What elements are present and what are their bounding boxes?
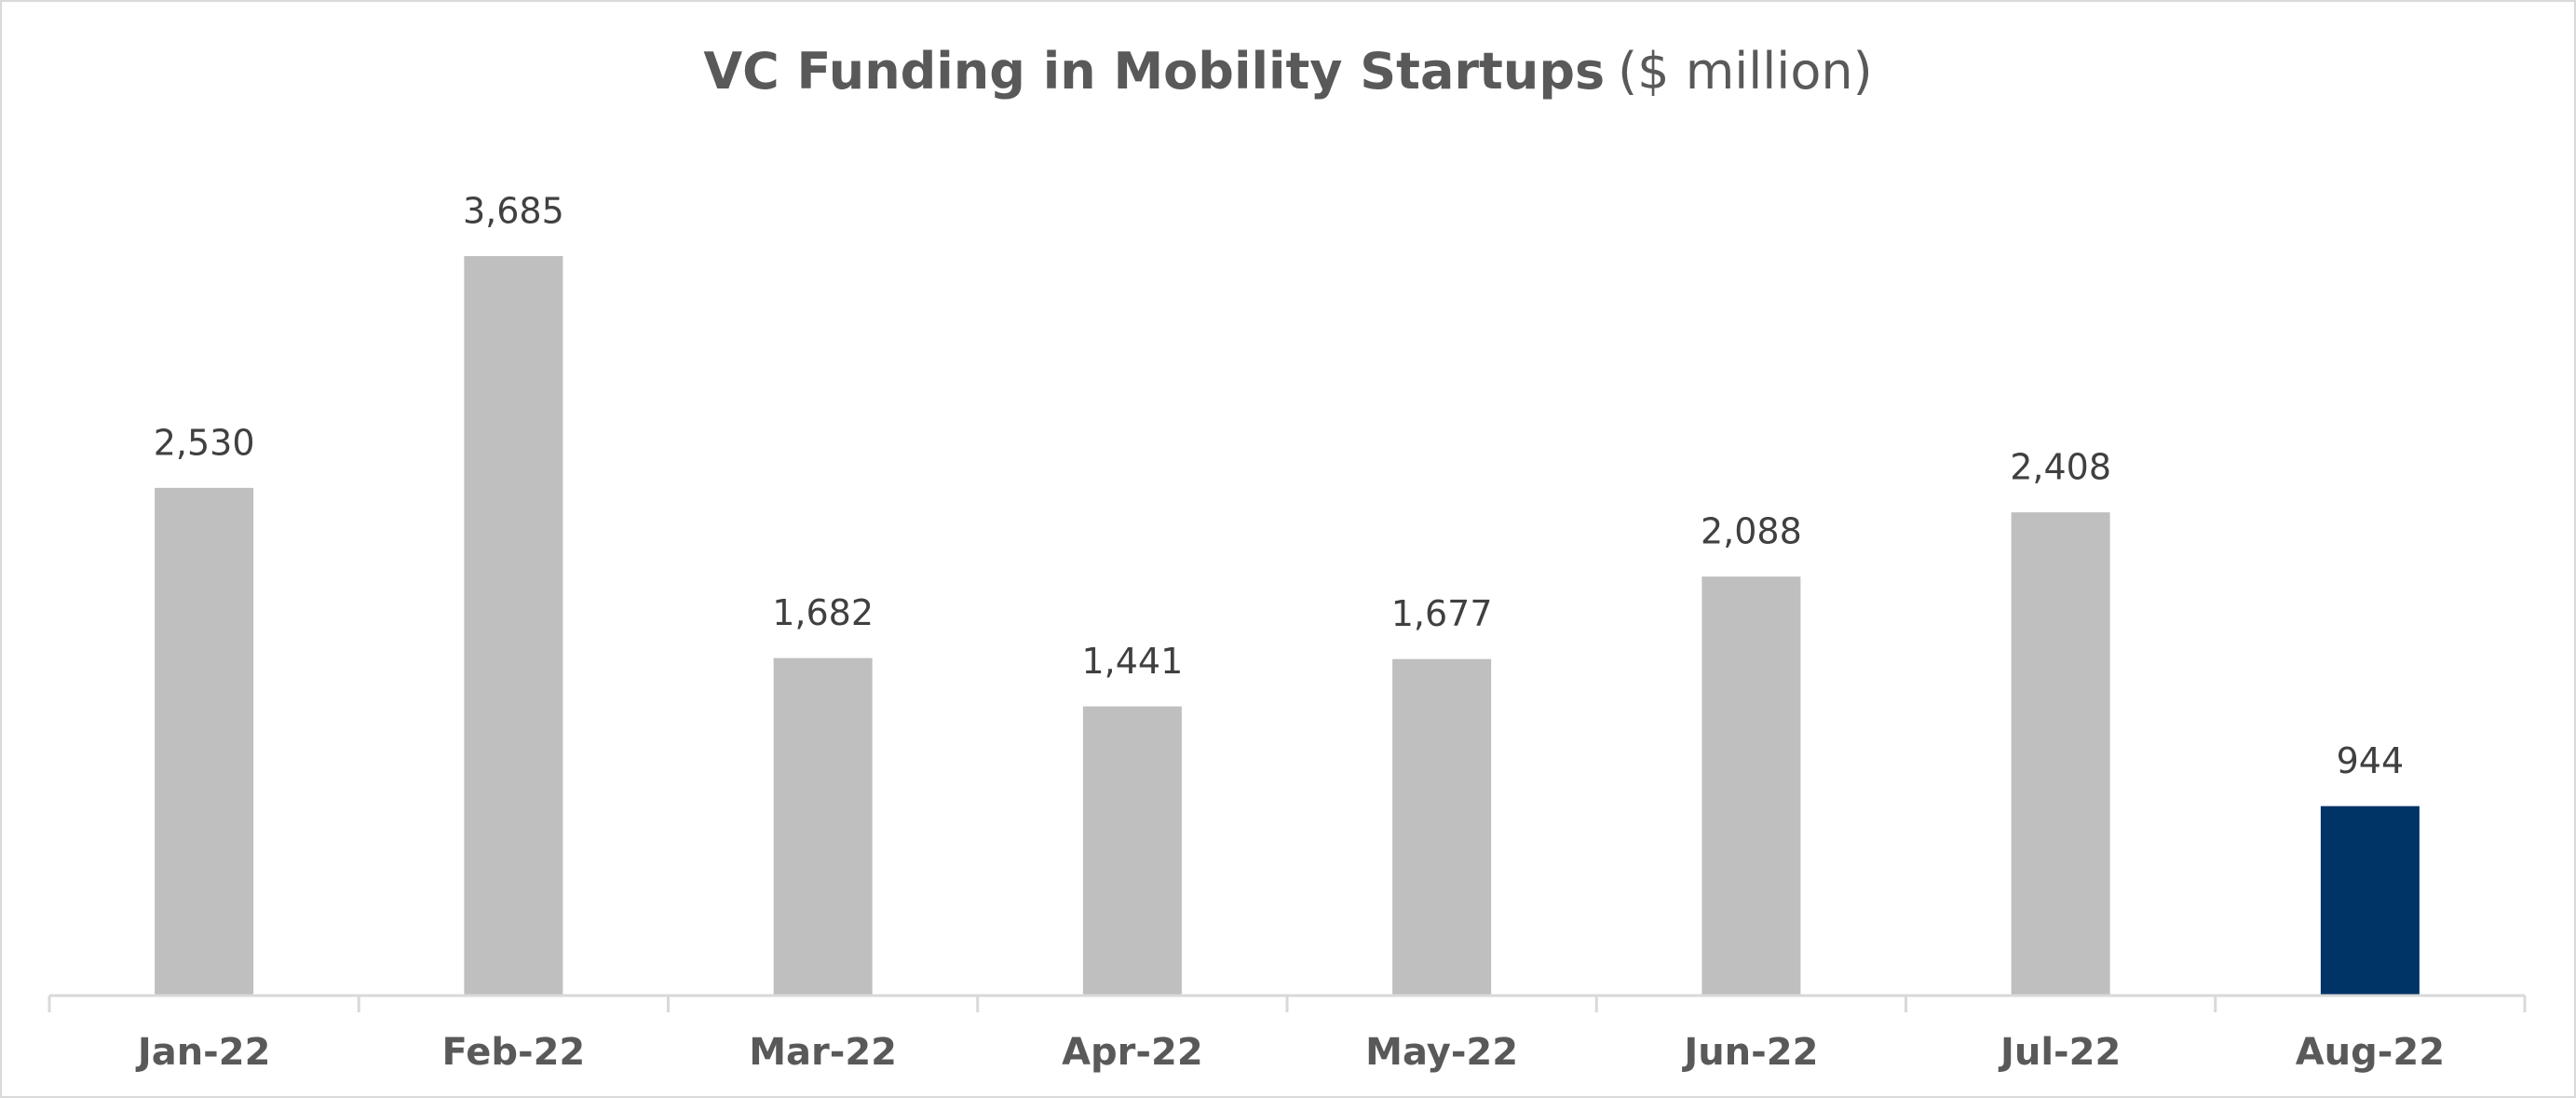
bar bbox=[155, 487, 254, 996]
x-tick-label: Jan-22 bbox=[135, 1031, 271, 1074]
x-tick-label: Jul-22 bbox=[1998, 1031, 2121, 1074]
bar bbox=[1082, 706, 1182, 996]
x-tick-label: Feb-22 bbox=[442, 1031, 586, 1074]
data-label: 3,685 bbox=[463, 191, 564, 232]
x-tick-label: Mar-22 bbox=[749, 1031, 897, 1074]
bar bbox=[1392, 658, 1492, 996]
x-tick-label: Aug-22 bbox=[2296, 1031, 2445, 1074]
bar bbox=[2320, 806, 2420, 996]
bar bbox=[773, 657, 873, 996]
chart-title: VC Funding in Mobility Startups bbox=[703, 42, 1605, 101]
chart-unit: ($ million) bbox=[1618, 42, 1873, 101]
data-label: 1,441 bbox=[1081, 641, 1183, 682]
data-label: 2,530 bbox=[154, 422, 255, 463]
data-label: 2,408 bbox=[2010, 447, 2111, 488]
data-label: 2,088 bbox=[1701, 511, 1802, 552]
data-label: 944 bbox=[2337, 740, 2405, 781]
chart-title-group: VC Funding in Mobility Startups ($ millio… bbox=[703, 42, 1872, 101]
bar bbox=[2011, 512, 2110, 996]
bar bbox=[1702, 576, 1801, 996]
x-tick-label: May-22 bbox=[1365, 1031, 1518, 1074]
data-label: 1,677 bbox=[1391, 593, 1493, 634]
data-label: 1,682 bbox=[772, 592, 874, 633]
bar bbox=[464, 256, 563, 996]
x-tick-label: Jun-22 bbox=[1681, 1031, 1818, 1074]
x-tick-label: Apr-22 bbox=[1062, 1031, 1203, 1074]
